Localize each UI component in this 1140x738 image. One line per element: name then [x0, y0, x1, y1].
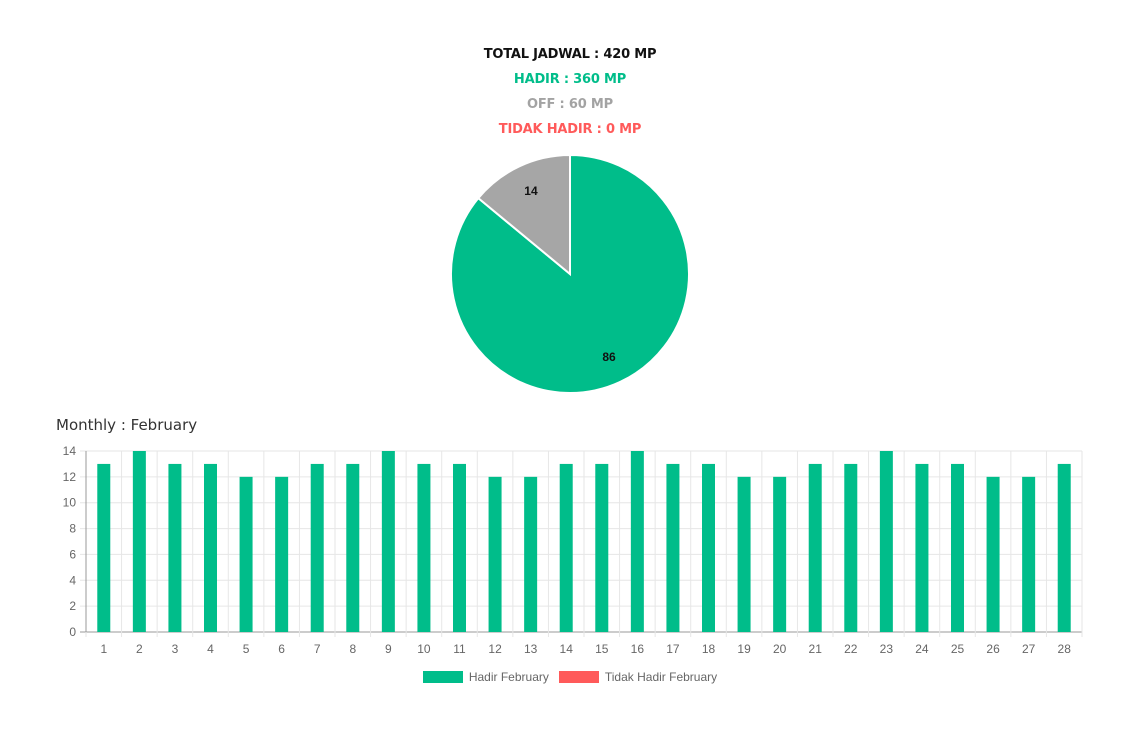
x-tick-label: 12: [488, 642, 502, 656]
y-tick-label: 8: [69, 522, 76, 536]
x-tick-label: 7: [314, 642, 321, 656]
bar-hadir[interactable]: [417, 463, 431, 632]
chart-legend: Hadir February Tidak Hadir February: [0, 670, 1140, 684]
bar-hadir[interactable]: [773, 476, 787, 632]
bar-hadir[interactable]: [310, 463, 324, 632]
tidak-hadir-label: TIDAK HADIR : 0 MP: [498, 122, 642, 137]
bar-hadir[interactable]: [666, 463, 680, 632]
bar-hadir[interactable]: [275, 476, 289, 632]
bar-hadir[interactable]: [630, 451, 644, 632]
bar-hadir[interactable]: [595, 463, 609, 632]
bar-hadir[interactable]: [559, 463, 573, 632]
bar-hadir[interactable]: [1022, 476, 1036, 632]
y-tick-label: 4: [69, 573, 76, 587]
x-tick-label: 16: [631, 642, 645, 656]
bar-hadir[interactable]: [737, 476, 751, 632]
legend-swatch-hadir: [422, 671, 463, 683]
x-tick-label: 8: [349, 642, 356, 656]
bar-hadir[interactable]: [381, 451, 395, 632]
x-tick-label: 11: [453, 642, 466, 656]
bar-hadir[interactable]: [524, 476, 538, 632]
bar-hadir[interactable]: [204, 463, 217, 632]
x-tick-label: 27: [1022, 642, 1036, 656]
bar-hadir[interactable]: [132, 451, 146, 632]
summary-panel: TOTAL JADWAL : 420 MP HADIR : 360 MP OFF…: [0, 42, 1140, 142]
pie-slice[interactable]: [476, 153, 571, 277]
x-tick-label: 2: [136, 642, 143, 656]
monthly-title: Monthly : February: [56, 416, 198, 434]
bar-hadir[interactable]: [808, 463, 822, 632]
x-tick-label: 14: [560, 642, 574, 656]
x-tick-label: 26: [986, 642, 1000, 656]
x-tick-label: 3: [172, 642, 179, 656]
y-tick-label: 12: [63, 470, 77, 484]
legend-swatch-tidak-hadir: [558, 671, 599, 683]
bar-hadir[interactable]: [1057, 463, 1071, 632]
x-tick-label: 13: [524, 642, 538, 656]
x-tick-label: 24: [915, 642, 929, 656]
hadir-label: HADIR : 360 MP: [513, 72, 627, 87]
bar-hadir[interactable]: [915, 463, 929, 632]
legend-item-tidak-hadir[interactable]: Tidak Hadir February: [558, 670, 718, 684]
x-tick-label: 4: [207, 642, 214, 656]
bar-hadir[interactable]: [97, 463, 111, 632]
x-tick-label: 6: [278, 642, 285, 656]
pie-slice-label: 14: [524, 184, 538, 198]
y-tick-label: 10: [63, 496, 77, 510]
bar-hadir[interactable]: [239, 476, 253, 632]
bar-hadir[interactable]: [844, 463, 858, 632]
x-tick-label: 25: [951, 642, 965, 656]
x-tick-label: 5: [243, 642, 250, 656]
bar-hadir[interactable]: [168, 463, 182, 632]
bar-hadir[interactable]: [453, 463, 466, 632]
x-tick-label: 21: [809, 642, 823, 656]
y-tick-label: 6: [69, 547, 76, 561]
bar-hadir[interactable]: [702, 463, 715, 632]
x-tick-label: 9: [385, 642, 392, 656]
x-tick-label: 17: [666, 642, 680, 656]
x-tick-label: 18: [702, 642, 716, 656]
pie-slice-label: 86: [602, 350, 616, 364]
bar-hadir[interactable]: [986, 476, 1000, 632]
legend-label-hadir: Hadir February: [468, 670, 549, 684]
bar-hadir[interactable]: [488, 476, 502, 632]
bar-hadir[interactable]: [346, 463, 360, 632]
total-jadwal-label: TOTAL JADWAL : 420 MP: [483, 47, 657, 62]
bar-hadir[interactable]: [879, 451, 893, 632]
legend-item-hadir[interactable]: Hadir February: [422, 670, 549, 684]
x-tick-label: 20: [773, 642, 787, 656]
x-tick-label: 22: [844, 642, 858, 656]
x-tick-label: 28: [1058, 642, 1072, 656]
x-tick-label: 1: [100, 642, 107, 656]
y-tick-label: 14: [63, 444, 77, 458]
x-tick-label: 15: [595, 642, 609, 656]
y-tick-label: 2: [69, 599, 76, 613]
x-tick-label: 23: [880, 642, 894, 656]
y-tick-label: 0: [69, 625, 76, 639]
bar-hadir[interactable]: [951, 463, 964, 632]
attendance-pie-chart: 86 14: [450, 153, 690, 394]
x-tick-label: 10: [417, 642, 431, 656]
off-label: OFF : 60 MP: [527, 97, 613, 112]
x-tick-label: 19: [737, 642, 751, 656]
legend-label-tidak-hadir: Tidak Hadir February: [604, 670, 718, 684]
